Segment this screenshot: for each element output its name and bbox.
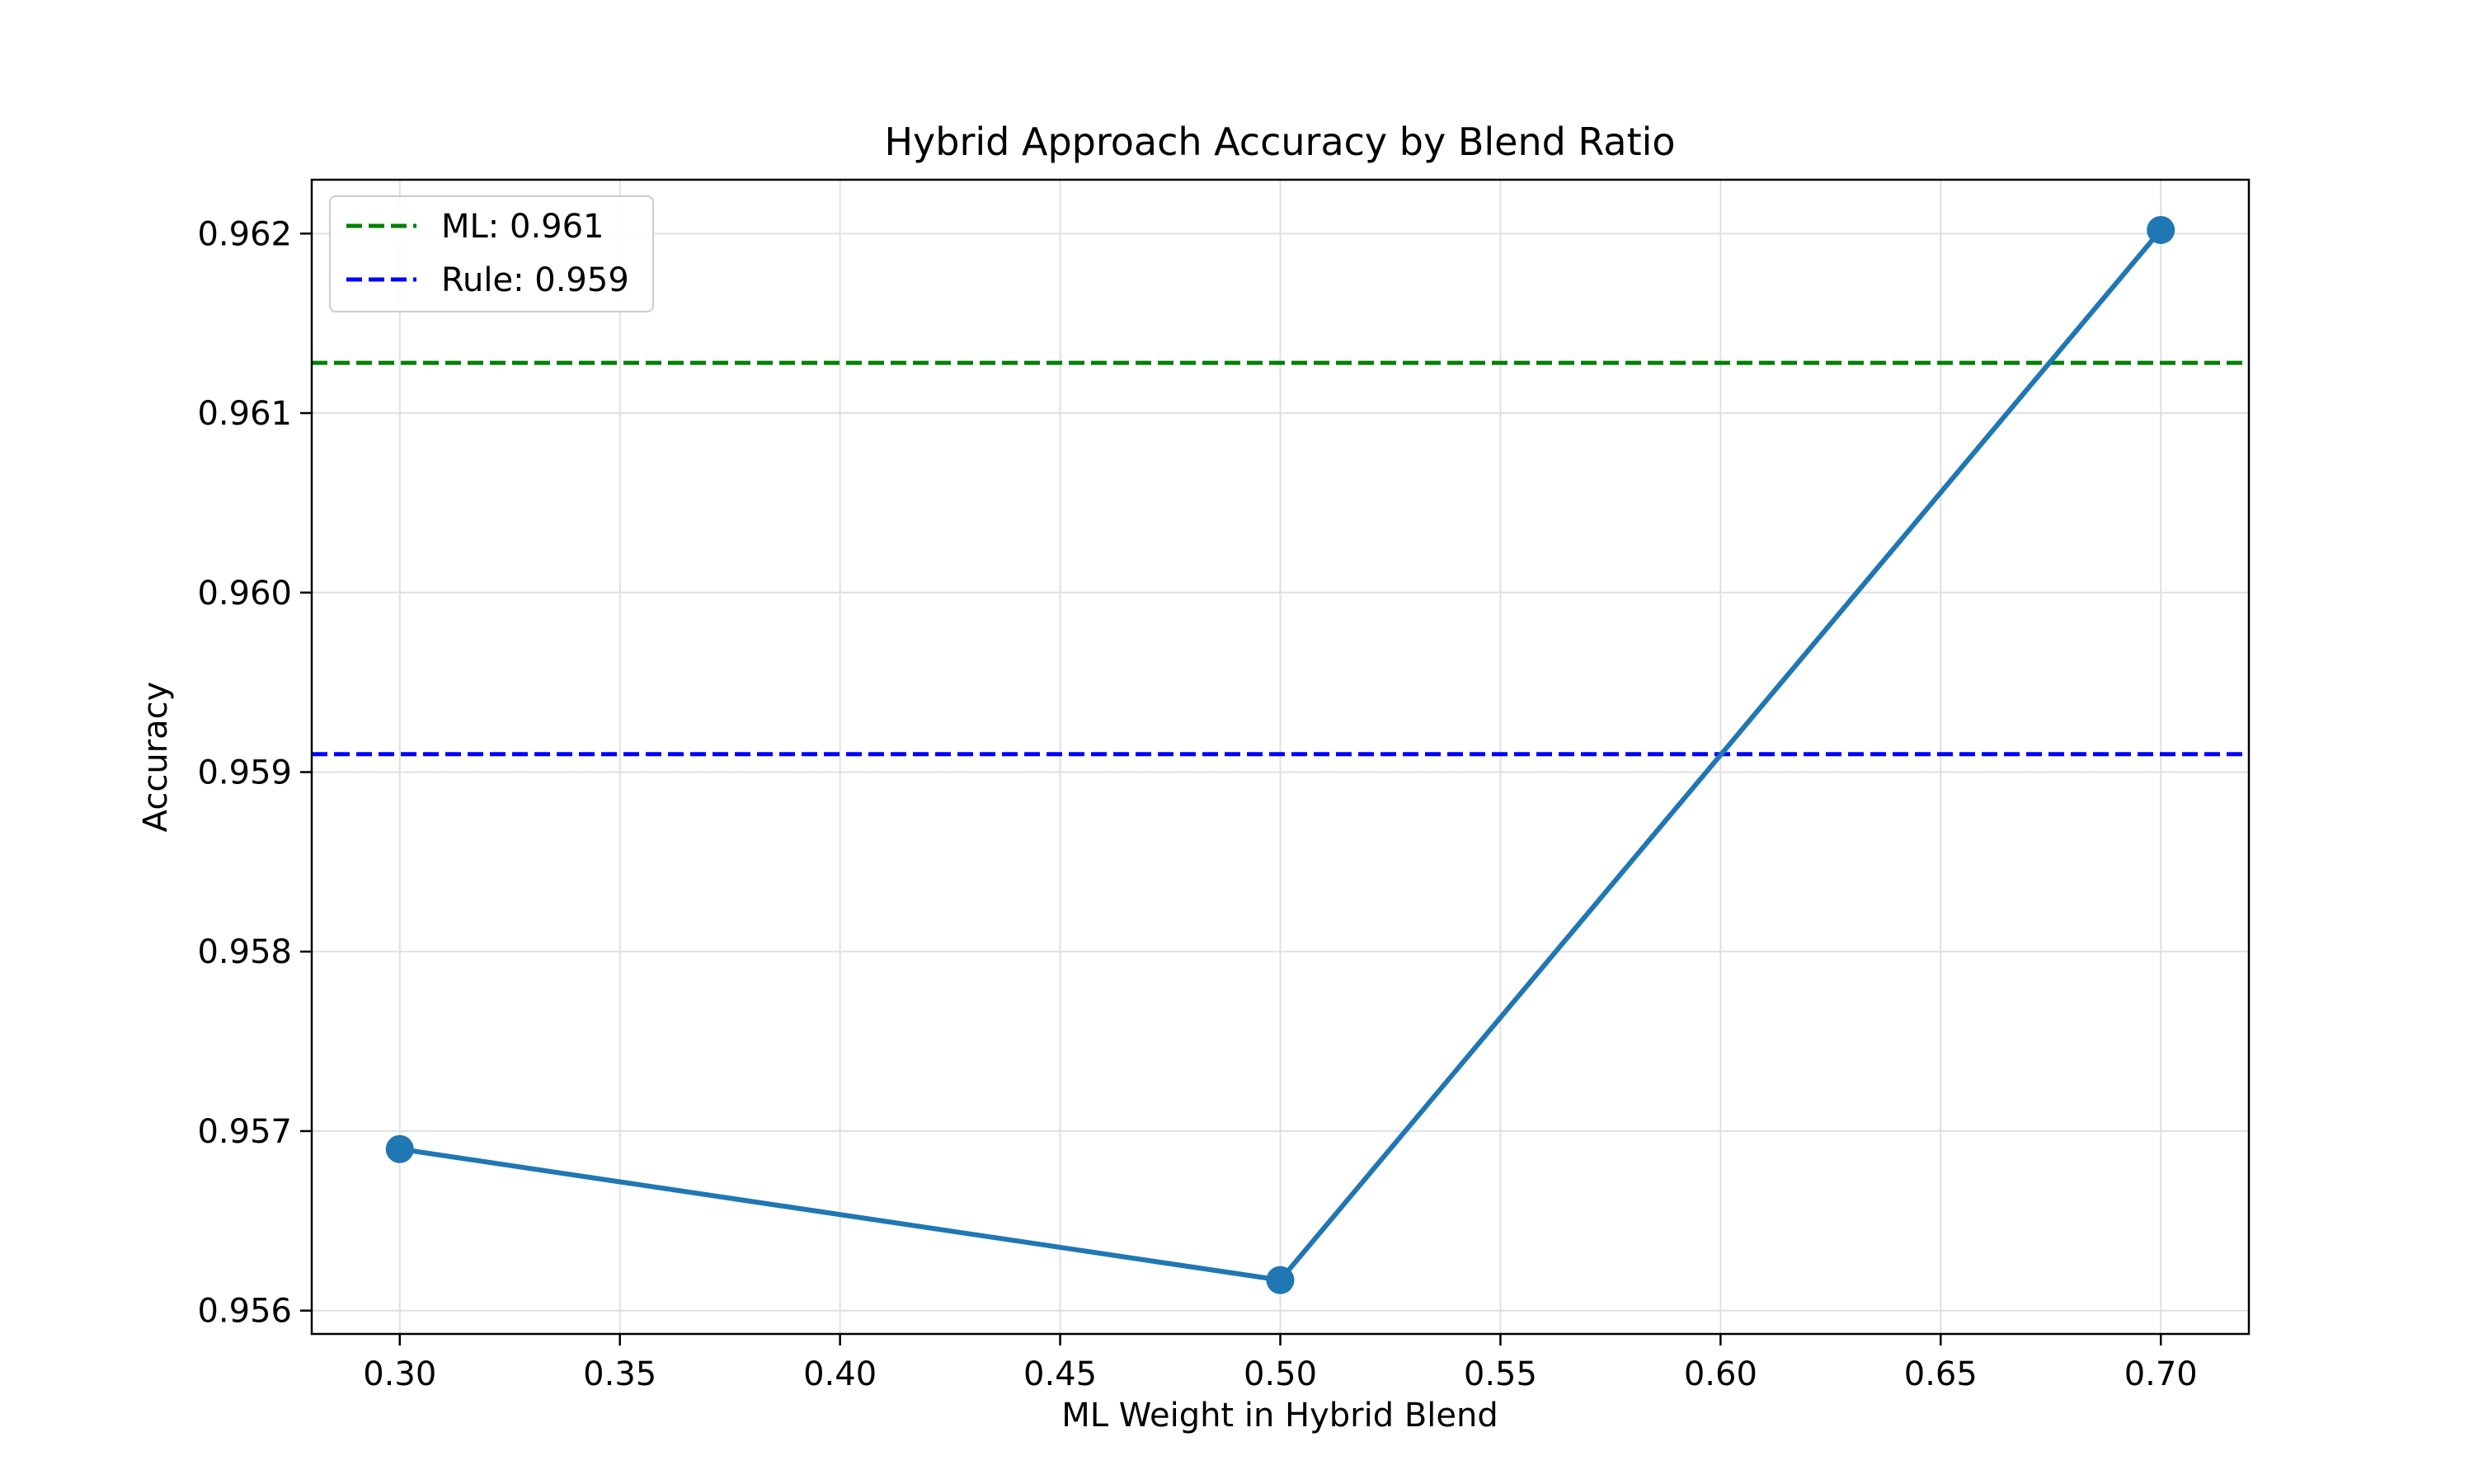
chart-title: Hybrid Approach Accuracy by Blend Ratio [884, 120, 1675, 164]
series [385, 215, 2175, 1294]
y-tick-label: 0.958 [197, 933, 292, 971]
x-tick-label: 0.45 [1023, 1355, 1097, 1393]
y-axis-ticks: 0.956 0.957 0.958 0.959 0.960 0.961 0.962 [197, 215, 312, 1331]
x-tick-label: 0.40 [803, 1355, 877, 1393]
x-tick-label: 0.55 [1464, 1355, 1537, 1393]
data-point [385, 1134, 414, 1163]
data-point [1266, 1266, 1295, 1294]
y-tick-label: 0.961 [197, 395, 292, 433]
legend-label: Rule: 0.959 [441, 261, 629, 299]
data-point [2147, 215, 2175, 244]
x-tick-label: 0.35 [583, 1355, 656, 1393]
x-tick-label: 0.60 [1684, 1355, 1757, 1393]
legend: ML: 0.961 Rule: 0.959 [329, 195, 654, 312]
legend-label: ML: 0.961 [441, 208, 604, 246]
y-tick-label: 0.957 [197, 1113, 292, 1151]
grid [312, 180, 2249, 1334]
x-tick-label: 0.30 [363, 1355, 436, 1393]
y-axis-label: Accuracy [137, 682, 175, 833]
x-tick-label: 0.50 [1244, 1355, 1317, 1393]
y-tick-label: 0.956 [197, 1293, 292, 1331]
x-axis-label: ML Weight in Hybrid Blend [1061, 1397, 1498, 1435]
reference-lines [312, 360, 2249, 757]
x-axis-ticks: 0.30 0.35 0.40 0.45 0.50 0.55 0.60 0.65 0.70 [363, 1334, 2198, 1393]
y-tick-label: 0.959 [197, 754, 292, 792]
x-tick-label: 0.65 [1904, 1355, 1978, 1393]
x-tick-label: 0.70 [2124, 1355, 2198, 1393]
y-tick-label: 0.960 [197, 575, 292, 613]
legend-box [329, 195, 654, 312]
y-tick-label: 0.962 [197, 215, 292, 253]
